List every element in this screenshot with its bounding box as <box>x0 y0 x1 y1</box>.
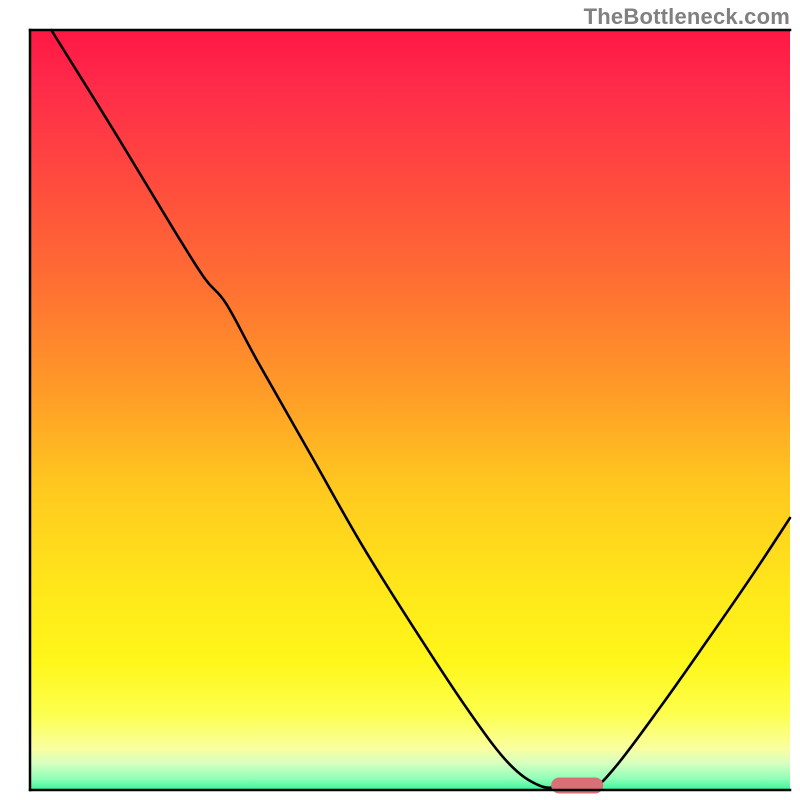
attribution-text: TheBottleneck.com <box>584 4 790 30</box>
bottleneck-chart: TheBottleneck.com <box>0 0 800 800</box>
gradient-background <box>30 30 790 790</box>
chart-canvas <box>0 0 800 800</box>
